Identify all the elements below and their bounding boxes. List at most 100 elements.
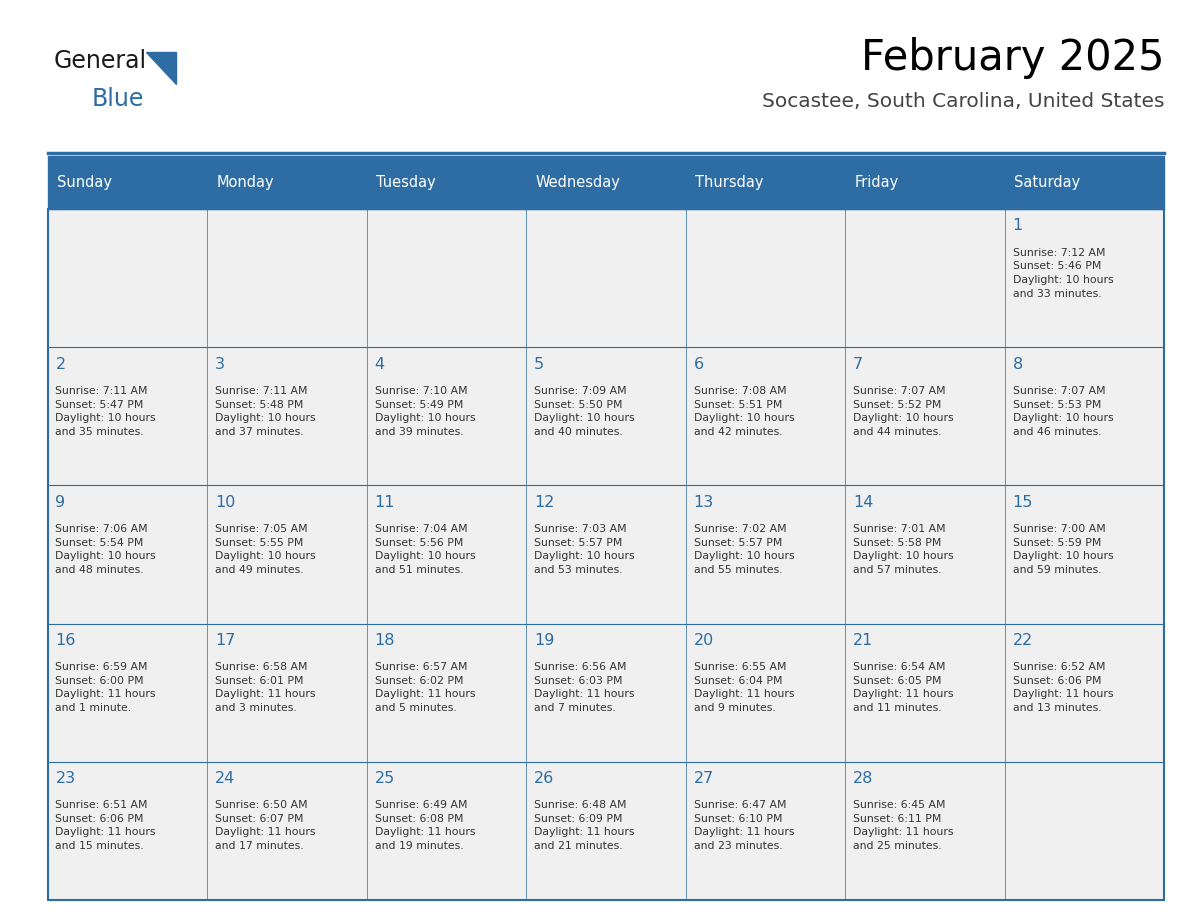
FancyBboxPatch shape [48, 156, 207, 209]
Text: 23: 23 [56, 771, 76, 786]
FancyBboxPatch shape [207, 209, 367, 347]
FancyBboxPatch shape [207, 486, 367, 623]
Text: Sunrise: 7:02 AM
Sunset: 5:57 PM
Daylight: 10 hours
and 55 minutes.: Sunrise: 7:02 AM Sunset: 5:57 PM Dayligh… [694, 524, 795, 575]
FancyBboxPatch shape [685, 347, 845, 486]
Text: Sunrise: 7:11 AM
Sunset: 5:47 PM
Daylight: 10 hours
and 35 minutes.: Sunrise: 7:11 AM Sunset: 5:47 PM Dayligh… [56, 386, 156, 437]
FancyBboxPatch shape [526, 347, 685, 486]
Text: 14: 14 [853, 495, 873, 509]
Text: Sunrise: 6:45 AM
Sunset: 6:11 PM
Daylight: 11 hours
and 25 minutes.: Sunrise: 6:45 AM Sunset: 6:11 PM Dayligh… [853, 800, 954, 851]
Text: Sunrise: 7:06 AM
Sunset: 5:54 PM
Daylight: 10 hours
and 48 minutes.: Sunrise: 7:06 AM Sunset: 5:54 PM Dayligh… [56, 524, 156, 575]
Text: 24: 24 [215, 771, 235, 786]
Text: Friday: Friday [854, 175, 899, 190]
Text: 21: 21 [853, 633, 873, 648]
FancyBboxPatch shape [367, 156, 526, 209]
Text: Sunrise: 7:00 AM
Sunset: 5:59 PM
Daylight: 10 hours
and 59 minutes.: Sunrise: 7:00 AM Sunset: 5:59 PM Dayligh… [1012, 524, 1113, 575]
Text: 7: 7 [853, 356, 864, 372]
FancyBboxPatch shape [526, 623, 685, 762]
Text: Sunrise: 7:11 AM
Sunset: 5:48 PM
Daylight: 10 hours
and 37 minutes.: Sunrise: 7:11 AM Sunset: 5:48 PM Dayligh… [215, 386, 316, 437]
FancyBboxPatch shape [845, 486, 1005, 623]
FancyBboxPatch shape [48, 209, 207, 347]
Text: 18: 18 [374, 633, 396, 648]
Text: Sunrise: 7:03 AM
Sunset: 5:57 PM
Daylight: 10 hours
and 53 minutes.: Sunrise: 7:03 AM Sunset: 5:57 PM Dayligh… [535, 524, 634, 575]
Text: 28: 28 [853, 771, 873, 786]
Text: Thursday: Thursday [695, 175, 764, 190]
FancyBboxPatch shape [1005, 623, 1164, 762]
FancyBboxPatch shape [526, 762, 685, 900]
Text: 25: 25 [374, 771, 394, 786]
FancyBboxPatch shape [48, 486, 207, 623]
FancyBboxPatch shape [367, 209, 526, 347]
FancyBboxPatch shape [1005, 209, 1164, 347]
Text: 19: 19 [535, 633, 555, 648]
Text: 4: 4 [374, 356, 385, 372]
Text: Sunrise: 6:47 AM
Sunset: 6:10 PM
Daylight: 11 hours
and 23 minutes.: Sunrise: 6:47 AM Sunset: 6:10 PM Dayligh… [694, 800, 794, 851]
FancyBboxPatch shape [207, 347, 367, 486]
Text: 20: 20 [694, 633, 714, 648]
Text: Sunrise: 7:12 AM
Sunset: 5:46 PM
Daylight: 10 hours
and 33 minutes.: Sunrise: 7:12 AM Sunset: 5:46 PM Dayligh… [1012, 248, 1113, 298]
Text: 6: 6 [694, 356, 703, 372]
Text: 26: 26 [535, 771, 555, 786]
Text: 16: 16 [56, 633, 76, 648]
Text: 15: 15 [1012, 495, 1034, 509]
Text: Sunrise: 7:08 AM
Sunset: 5:51 PM
Daylight: 10 hours
and 42 minutes.: Sunrise: 7:08 AM Sunset: 5:51 PM Dayligh… [694, 386, 795, 437]
FancyBboxPatch shape [845, 347, 1005, 486]
Text: Socastee, South Carolina, United States: Socastee, South Carolina, United States [762, 92, 1164, 111]
Text: Sunrise: 7:10 AM
Sunset: 5:49 PM
Daylight: 10 hours
and 39 minutes.: Sunrise: 7:10 AM Sunset: 5:49 PM Dayligh… [374, 386, 475, 437]
FancyBboxPatch shape [1005, 762, 1164, 900]
Polygon shape [146, 52, 176, 84]
FancyBboxPatch shape [48, 623, 207, 762]
Text: Sunday: Sunday [57, 175, 112, 190]
Text: Sunrise: 6:56 AM
Sunset: 6:03 PM
Daylight: 11 hours
and 7 minutes.: Sunrise: 6:56 AM Sunset: 6:03 PM Dayligh… [535, 662, 634, 713]
FancyBboxPatch shape [367, 623, 526, 762]
Text: Sunrise: 6:52 AM
Sunset: 6:06 PM
Daylight: 11 hours
and 13 minutes.: Sunrise: 6:52 AM Sunset: 6:06 PM Dayligh… [1012, 662, 1113, 713]
FancyBboxPatch shape [526, 209, 685, 347]
Text: Monday: Monday [216, 175, 274, 190]
Text: Sunrise: 7:07 AM
Sunset: 5:53 PM
Daylight: 10 hours
and 46 minutes.: Sunrise: 7:07 AM Sunset: 5:53 PM Dayligh… [1012, 386, 1113, 437]
FancyBboxPatch shape [526, 486, 685, 623]
Text: Sunrise: 7:01 AM
Sunset: 5:58 PM
Daylight: 10 hours
and 57 minutes.: Sunrise: 7:01 AM Sunset: 5:58 PM Dayligh… [853, 524, 954, 575]
Text: 8: 8 [1012, 356, 1023, 372]
Text: Sunrise: 6:50 AM
Sunset: 6:07 PM
Daylight: 11 hours
and 17 minutes.: Sunrise: 6:50 AM Sunset: 6:07 PM Dayligh… [215, 800, 316, 851]
FancyBboxPatch shape [48, 762, 207, 900]
Text: 13: 13 [694, 495, 714, 509]
Text: 5: 5 [535, 356, 544, 372]
FancyBboxPatch shape [207, 762, 367, 900]
FancyBboxPatch shape [207, 623, 367, 762]
Text: Sunrise: 6:55 AM
Sunset: 6:04 PM
Daylight: 11 hours
and 9 minutes.: Sunrise: 6:55 AM Sunset: 6:04 PM Dayligh… [694, 662, 794, 713]
Text: Wednesday: Wednesday [536, 175, 620, 190]
FancyBboxPatch shape [685, 156, 845, 209]
FancyBboxPatch shape [845, 209, 1005, 347]
Text: Sunrise: 6:51 AM
Sunset: 6:06 PM
Daylight: 11 hours
and 15 minutes.: Sunrise: 6:51 AM Sunset: 6:06 PM Dayligh… [56, 800, 156, 851]
Text: 22: 22 [1012, 633, 1032, 648]
FancyBboxPatch shape [367, 762, 526, 900]
FancyBboxPatch shape [845, 762, 1005, 900]
Text: 2: 2 [56, 356, 65, 372]
FancyBboxPatch shape [1005, 156, 1164, 209]
Text: 10: 10 [215, 495, 235, 509]
Text: February 2025: February 2025 [861, 37, 1164, 79]
Text: 27: 27 [694, 771, 714, 786]
Text: Sunrise: 7:05 AM
Sunset: 5:55 PM
Daylight: 10 hours
and 49 minutes.: Sunrise: 7:05 AM Sunset: 5:55 PM Dayligh… [215, 524, 316, 575]
Text: Saturday: Saturday [1015, 175, 1081, 190]
Text: Sunrise: 6:49 AM
Sunset: 6:08 PM
Daylight: 11 hours
and 19 minutes.: Sunrise: 6:49 AM Sunset: 6:08 PM Dayligh… [374, 800, 475, 851]
Text: Sunrise: 6:48 AM
Sunset: 6:09 PM
Daylight: 11 hours
and 21 minutes.: Sunrise: 6:48 AM Sunset: 6:09 PM Dayligh… [535, 800, 634, 851]
Text: Sunrise: 7:07 AM
Sunset: 5:52 PM
Daylight: 10 hours
and 44 minutes.: Sunrise: 7:07 AM Sunset: 5:52 PM Dayligh… [853, 386, 954, 437]
Text: 9: 9 [56, 495, 65, 509]
Text: Sunrise: 6:54 AM
Sunset: 6:05 PM
Daylight: 11 hours
and 11 minutes.: Sunrise: 6:54 AM Sunset: 6:05 PM Dayligh… [853, 662, 954, 713]
Text: 3: 3 [215, 356, 225, 372]
Text: Sunrise: 7:09 AM
Sunset: 5:50 PM
Daylight: 10 hours
and 40 minutes.: Sunrise: 7:09 AM Sunset: 5:50 PM Dayligh… [535, 386, 634, 437]
FancyBboxPatch shape [685, 623, 845, 762]
FancyBboxPatch shape [685, 762, 845, 900]
Text: 17: 17 [215, 633, 235, 648]
FancyBboxPatch shape [48, 347, 207, 486]
Text: Sunrise: 6:59 AM
Sunset: 6:00 PM
Daylight: 11 hours
and 1 minute.: Sunrise: 6:59 AM Sunset: 6:00 PM Dayligh… [56, 662, 156, 713]
Text: General: General [53, 49, 146, 73]
Text: 11: 11 [374, 495, 396, 509]
FancyBboxPatch shape [1005, 486, 1164, 623]
FancyBboxPatch shape [845, 156, 1005, 209]
Text: 1: 1 [1012, 218, 1023, 233]
FancyBboxPatch shape [207, 156, 367, 209]
Text: Tuesday: Tuesday [377, 175, 436, 190]
Text: 12: 12 [535, 495, 555, 509]
FancyBboxPatch shape [1005, 347, 1164, 486]
